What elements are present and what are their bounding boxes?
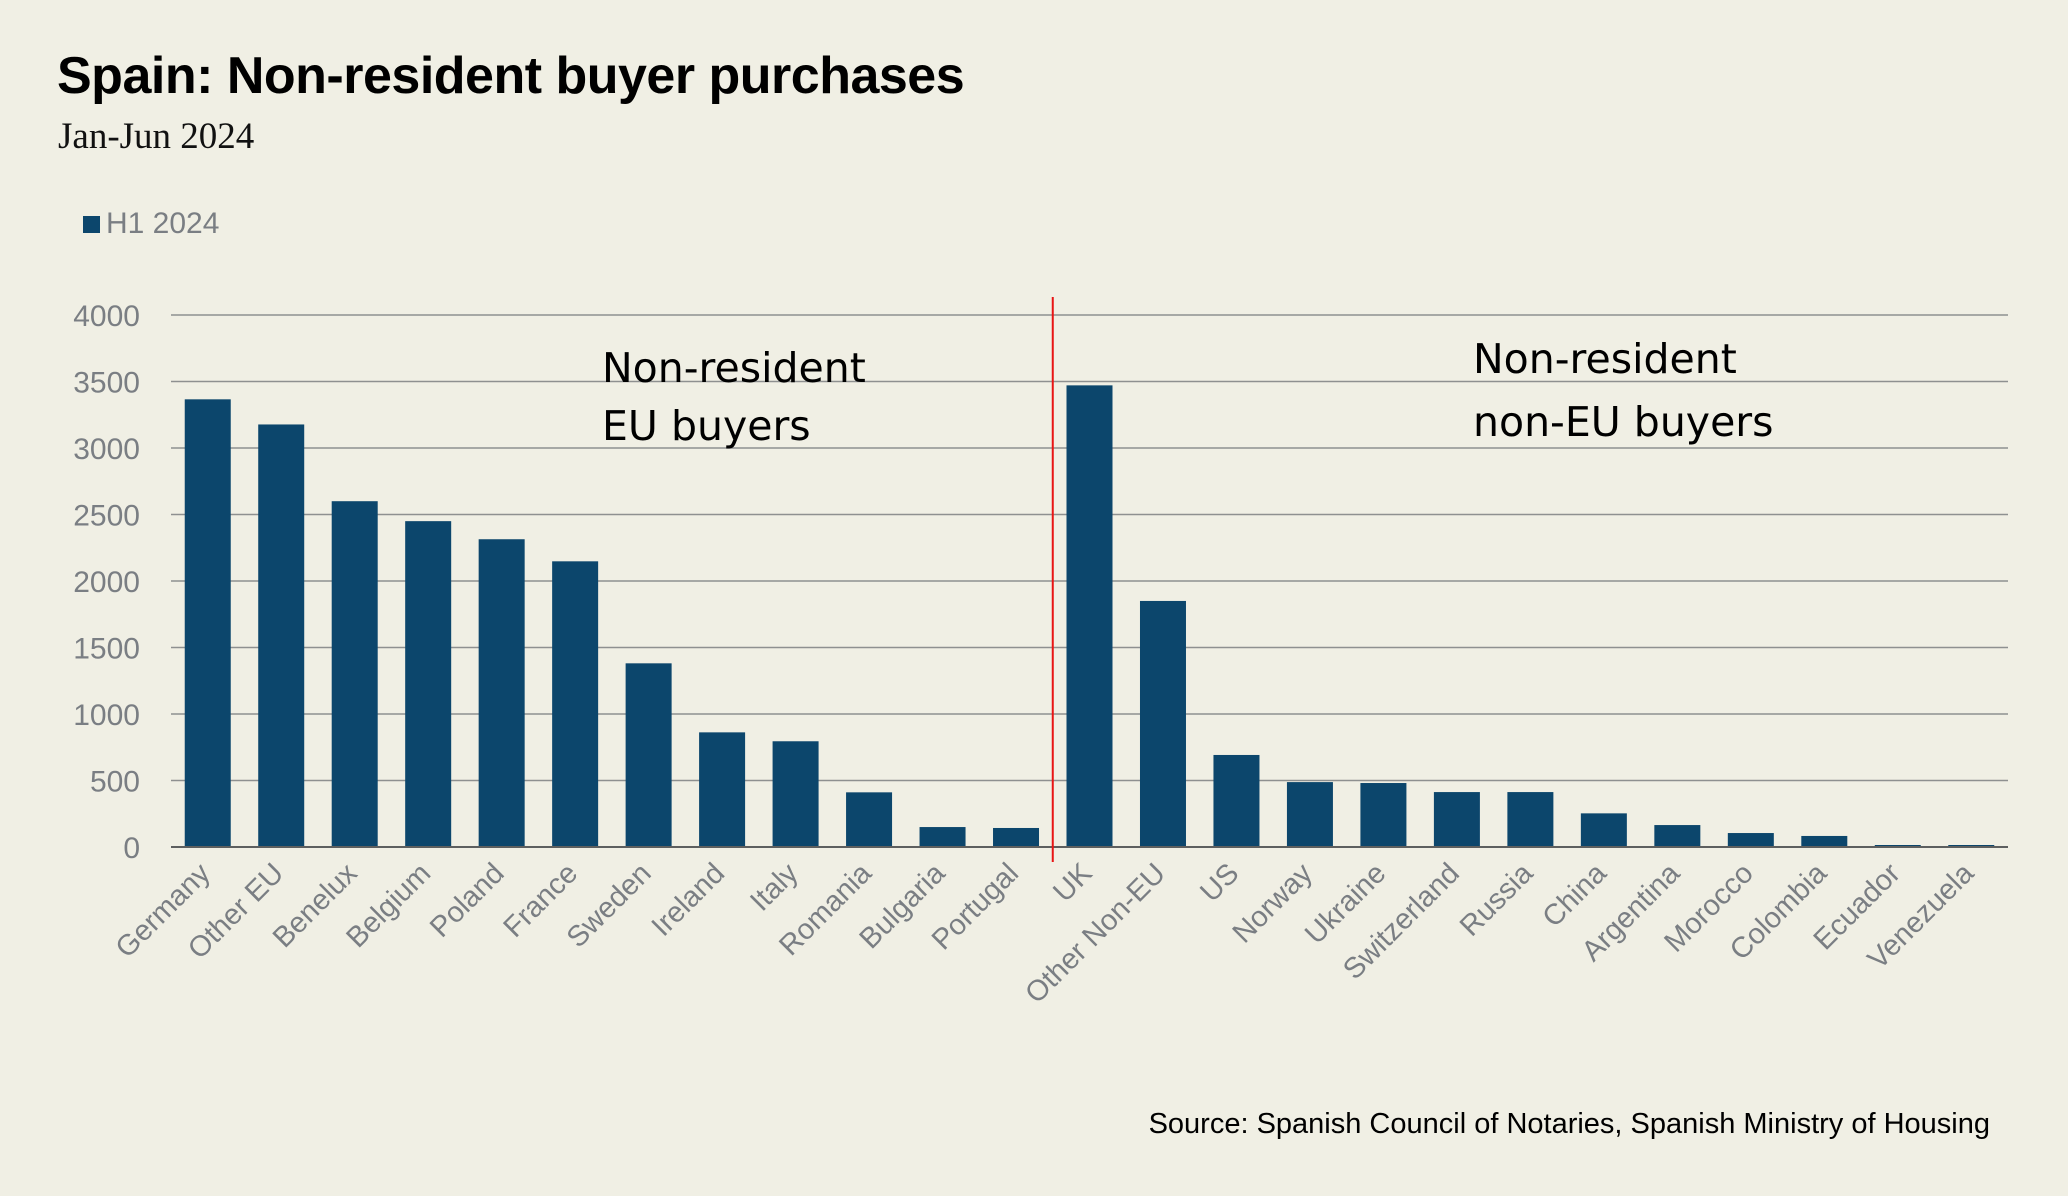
x-tick-label: Italy — [744, 857, 805, 918]
bar-argentina — [1654, 825, 1701, 847]
bar-france — [552, 561, 599, 847]
bar-other-eu — [258, 424, 305, 847]
annotations: Non-resident EU buyers Non-resident non-EU … — [602, 335, 1774, 450]
bar-belgium — [405, 521, 452, 847]
bar-uk — [1066, 385, 1113, 847]
x-tick-label: Ireland — [646, 857, 731, 942]
y-tick-label: 1000 — [73, 699, 140, 732]
y-tick-label: 0 — [123, 832, 140, 865]
annotation-eu-line: Non-resident — [602, 344, 866, 392]
bar-colombia — [1801, 835, 1848, 847]
y-tick-label: 1500 — [73, 633, 140, 666]
bar-china — [1580, 813, 1627, 847]
x-tick-label: Poland — [424, 857, 510, 943]
bars — [184, 385, 1995, 847]
y-tick-label: 500 — [90, 766, 140, 799]
bar-poland — [478, 539, 525, 847]
bar-norway — [1286, 782, 1333, 847]
bar-morocco — [1727, 833, 1774, 847]
bar-ukraine — [1360, 783, 1407, 847]
y-tick-label: 4000 — [73, 300, 140, 333]
bar-russia — [1507, 792, 1554, 847]
bar-germany — [184, 399, 231, 847]
bar-romania — [846, 792, 893, 847]
annotation-non-eu-line: Non-resident — [1473, 335, 1737, 383]
annotation-non-eu-line: non-EU buyers — [1473, 398, 1774, 446]
bar-bulgaria — [919, 827, 966, 847]
chart-subtitle: Jan-Jun 2024 — [58, 116, 255, 157]
legend: H1 2024 — [83, 207, 219, 241]
bar-italy — [772, 741, 819, 847]
legend-swatch — [83, 215, 100, 233]
bar-portugal — [993, 827, 1040, 847]
x-tick-label: US — [1194, 857, 1245, 908]
x-tick-label: Russia — [1454, 857, 1540, 943]
bar-sweden — [625, 663, 672, 847]
x-tick-label: UK — [1047, 857, 1099, 909]
legend-label: H1 2024 — [106, 207, 220, 240]
y-tick-label: 3000 — [73, 433, 140, 466]
y-tick-label: 2500 — [73, 500, 140, 533]
y-tick-label: 2000 — [73, 566, 140, 599]
bar-switzerland — [1433, 792, 1480, 847]
bar-us — [1213, 754, 1260, 847]
y-axis-ticks: 0 500 1000 1500 2000 2500 3000 3500 4000 — [73, 300, 140, 865]
chart-title: Spain: Non-resident buyer purchases — [57, 47, 965, 105]
annotation-eu-line: EU buyers — [602, 402, 811, 450]
y-tick-label: 3500 — [73, 367, 140, 400]
bar-ireland — [699, 732, 746, 847]
source-note: Source: Spanish Council of Notaries, Spa… — [1148, 1108, 1990, 1140]
bar-other-non-eu — [1139, 600, 1186, 847]
bar-benelux — [331, 501, 378, 847]
